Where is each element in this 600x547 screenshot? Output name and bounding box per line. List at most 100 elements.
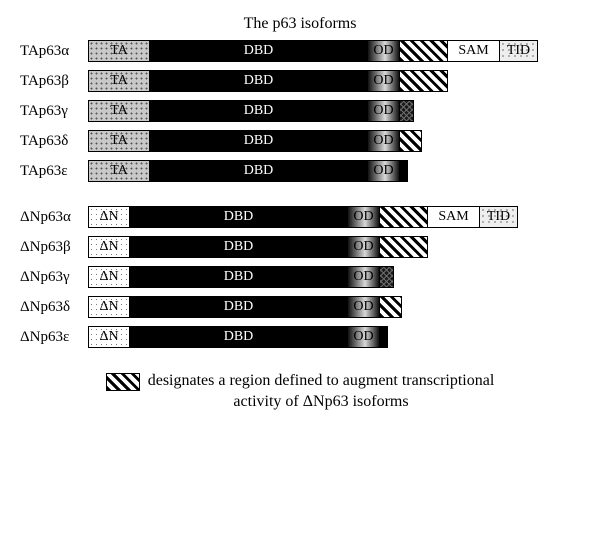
domain-text: OD bbox=[353, 239, 373, 255]
domain-text: OD bbox=[353, 269, 373, 285]
domain-text: OD bbox=[353, 209, 373, 225]
domain-δn: ΔN bbox=[88, 236, 130, 258]
domain-od: OD bbox=[368, 70, 400, 92]
domain-od: OD bbox=[368, 130, 400, 152]
domain-hatch bbox=[380, 206, 428, 228]
domain-track: TA DBDOD bbox=[88, 130, 422, 152]
domain-track: ΔN DBD OD bbox=[88, 236, 428, 258]
domain-text: ΔN bbox=[99, 239, 118, 255]
domain-ta: TA bbox=[88, 100, 150, 122]
domain-tid: TID bbox=[480, 206, 518, 228]
domain-dbd: DBD bbox=[150, 160, 368, 182]
domain-text: TID bbox=[507, 43, 530, 59]
domain-od: OD bbox=[348, 296, 380, 318]
diagram-title: The p63 isoforms bbox=[20, 15, 580, 33]
domain-δn: ΔN bbox=[88, 326, 130, 348]
domain-dbd: DBD bbox=[150, 100, 368, 122]
group-DN: ΔNp63αΔNDBDODSAMTIDΔNp63βΔNDBDODΔNp63γΔN… bbox=[20, 205, 580, 349]
domain-track: ΔN DBD OD bbox=[88, 296, 402, 318]
domain-dbd: DBD bbox=[150, 70, 368, 92]
domain-track: TA DBD OD bbox=[88, 70, 448, 92]
isoform-row: ΔNp63β ΔN DBD OD bbox=[20, 235, 580, 259]
domain-δn: ΔN bbox=[88, 296, 130, 318]
domain-tid: TID bbox=[500, 40, 538, 62]
domain-dbd: DBD bbox=[150, 40, 368, 62]
domain-text: OD bbox=[353, 329, 373, 345]
domain-od: OD bbox=[368, 40, 400, 62]
domain-δn: ΔN bbox=[88, 266, 130, 288]
legend-text: designates a region defined to augment t… bbox=[148, 371, 495, 413]
domain-track: TA DBD OD bbox=[88, 100, 414, 122]
domain-dbd: DBD bbox=[130, 266, 348, 288]
domain-od: OD bbox=[348, 266, 380, 288]
domain-text: TA bbox=[110, 103, 128, 119]
domain-cross bbox=[400, 100, 414, 122]
domain-text: OD bbox=[373, 73, 393, 89]
isoform-row: TAp63εTADBDOD bbox=[20, 159, 580, 183]
isoform-diagram: TAp63αTADBDODSAMTIDTAp63βTADBDODTAp63γTA… bbox=[20, 39, 580, 349]
isoform-label: ΔNp63β bbox=[20, 239, 88, 256]
domain-ta: TA bbox=[88, 70, 150, 92]
isoform-label: TAp63δ bbox=[20, 133, 88, 150]
title-text: The p63 isoforms bbox=[244, 15, 357, 32]
isoform-row: ΔNp63γ ΔN DBD OD bbox=[20, 265, 580, 289]
domain-track: TA DBD OD SAM TID bbox=[88, 40, 538, 62]
domain-ta: TA bbox=[88, 160, 150, 182]
domain-blackcap bbox=[400, 160, 408, 182]
domain-ta: TA bbox=[88, 130, 150, 152]
isoform-row: TAp63α TA DBD OD SAM TID bbox=[20, 39, 580, 63]
domain-od: OD bbox=[368, 160, 400, 182]
domain-hatch bbox=[400, 40, 448, 62]
isoform-label: TAp63α bbox=[20, 43, 88, 60]
legend: designates a region defined to augment t… bbox=[20, 371, 580, 413]
isoform-label: ΔNp63γ bbox=[20, 269, 88, 286]
domain-text: TA bbox=[110, 43, 128, 59]
legend-line1: designates a region defined to augment t… bbox=[148, 372, 495, 389]
domain-text: SAM bbox=[458, 43, 488, 59]
domain-text: TID bbox=[487, 209, 510, 225]
domain-dbd: DBD bbox=[150, 130, 368, 152]
domain-text: DBD bbox=[224, 269, 254, 285]
isoform-label: TAp63γ bbox=[20, 103, 88, 120]
domain-ta: TA bbox=[88, 40, 150, 62]
domain-text: TA bbox=[110, 133, 128, 149]
domain-track: ΔNDBD OD SAM TID bbox=[88, 206, 518, 228]
domain-hatch bbox=[400, 130, 422, 152]
domain-text: OD bbox=[353, 299, 373, 315]
isoform-row: TAp63β TA DBD OD bbox=[20, 69, 580, 93]
domain-hatch bbox=[380, 296, 402, 318]
isoform-label: ΔNp63ε bbox=[20, 329, 88, 346]
isoform-label: TAp63β bbox=[20, 73, 88, 90]
domain-text: TA bbox=[110, 73, 128, 89]
legend-swatch-hatch bbox=[106, 373, 140, 391]
domain-dbd: DBD bbox=[130, 326, 348, 348]
domain-sam: SAM bbox=[448, 40, 500, 62]
domain-blackcap bbox=[380, 326, 388, 348]
domain-text: OD bbox=[373, 43, 393, 59]
isoform-label: ΔNp63δ bbox=[20, 299, 88, 316]
domain-text: SAM bbox=[438, 209, 468, 225]
domain-text: OD bbox=[373, 163, 393, 179]
isoform-row: ΔNp63δ ΔN DBD OD bbox=[20, 295, 580, 319]
domain-od: OD bbox=[348, 236, 380, 258]
domain-od: OD bbox=[368, 100, 400, 122]
domain-track: ΔN DBD OD bbox=[88, 266, 394, 288]
domain-od: OD bbox=[348, 326, 380, 348]
isoform-label: ΔNp63α bbox=[20, 209, 88, 226]
domain-dbd: DBD bbox=[130, 206, 348, 228]
domain-text: DBD bbox=[224, 329, 254, 345]
domain-text: DBD bbox=[224, 299, 254, 315]
domain-text: DBD bbox=[244, 73, 274, 89]
domain-text: TA bbox=[110, 163, 128, 179]
domain-track: ΔN DBD OD bbox=[88, 326, 388, 348]
domain-text: DBD bbox=[244, 43, 274, 59]
domain-text: ΔN bbox=[99, 269, 118, 285]
domain-hatch bbox=[380, 236, 428, 258]
isoform-row: TAp63δ TA DBDOD bbox=[20, 129, 580, 153]
domain-δn: ΔN bbox=[88, 206, 130, 228]
domain-text: ΔN bbox=[99, 299, 118, 315]
domain-text: DBD bbox=[244, 103, 274, 119]
domain-od: OD bbox=[348, 206, 380, 228]
isoform-row: ΔNp63αΔNDBD OD SAM TID bbox=[20, 205, 580, 229]
domain-dbd: DBD bbox=[130, 236, 348, 258]
